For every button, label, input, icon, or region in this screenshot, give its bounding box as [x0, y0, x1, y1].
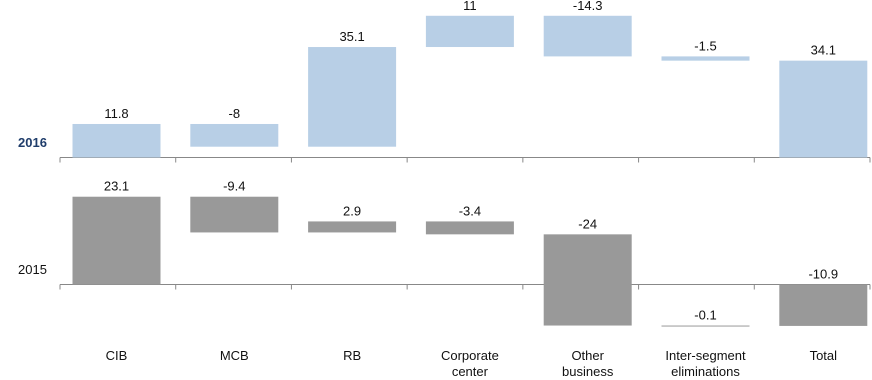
bar-2015-4 — [543, 234, 632, 326]
category-label-4: Other business — [562, 348, 614, 379]
bar-2016-0 — [72, 123, 161, 158]
bar-2015-6 — [779, 284, 868, 326]
category-label-1: MCB — [220, 348, 249, 363]
data-label-2015-3: -3.4 — [459, 203, 481, 218]
bar-2016-3 — [425, 15, 514, 48]
category-label-3: Corporate center — [441, 348, 499, 379]
year-label-2016: 2016 — [18, 135, 47, 150]
data-label-2015-5: -0.1 — [694, 308, 716, 323]
bar-2015-5 — [661, 325, 750, 327]
category-label-5: Inter-segment eliminations — [665, 348, 746, 379]
series-2015: 2015 23.1 -9.4 2.9 -3.4 -24 -0.1 -10.9 — [18, 179, 871, 327]
data-label-2016-6: 34.1 — [811, 43, 836, 58]
data-label-2016-0: 11.8 — [104, 106, 128, 121]
category-label-0: CIB — [106, 348, 128, 363]
category-label-6: Total — [810, 348, 838, 363]
data-label-2016-2: 35.1 — [339, 29, 364, 44]
bar-2015-0 — [72, 196, 161, 285]
data-label-2015-4: -24 — [578, 216, 597, 231]
bar-2016-6 — [779, 60, 868, 158]
category-labels: CIB MCB RB Corporate center Other business Inte… — [106, 348, 837, 379]
bar-2015-1 — [190, 196, 279, 233]
year-label-2015: 2015 — [18, 262, 47, 277]
data-label-2015-6: -10.9 — [808, 267, 838, 282]
category-label-2: RB — [343, 348, 361, 363]
bar-2015-3 — [425, 221, 514, 235]
series-2016: 2016 11.8 -8 35.1 11 -14.3 -1.5 34.1 — [18, 0, 871, 163]
bar-2016-2 — [308, 47, 397, 147]
data-label-2016-4: -14.3 — [573, 0, 603, 13]
bar-2016-4 — [543, 15, 632, 57]
data-label-2016-5: -1.5 — [694, 38, 716, 53]
bar-2015-2 — [308, 221, 397, 233]
data-label-2015-0: 23.1 — [104, 179, 129, 194]
data-label-2015-1: -9.4 — [223, 179, 245, 194]
data-label-2016-1: -8 — [229, 106, 241, 121]
data-label-2016-3: 11 — [463, 0, 477, 13]
bar-2016-1 — [190, 123, 279, 147]
data-label-2015-2: 2.9 — [343, 203, 361, 218]
bar-2016-5 — [661, 56, 750, 61]
